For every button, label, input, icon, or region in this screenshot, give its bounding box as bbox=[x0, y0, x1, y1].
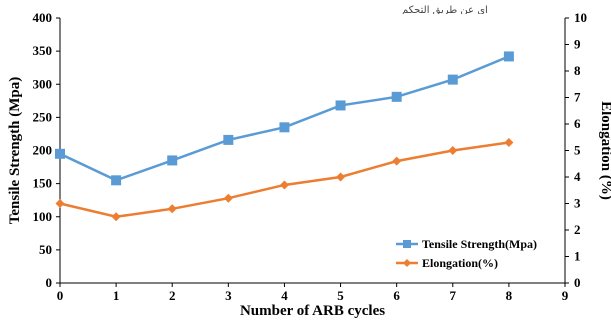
y-left-tick-label: 300 bbox=[33, 76, 53, 91]
data-point-diamond bbox=[336, 172, 346, 182]
data-point-square bbox=[223, 134, 234, 145]
legend: Tensile Strength(Mpa) Elongation(%) bbox=[396, 237, 537, 270]
data-point-square bbox=[503, 51, 514, 62]
series-line bbox=[59, 141, 510, 219]
x-tick-label: 7 bbox=[450, 288, 457, 303]
corner-text: اي عن طريق التحكم bbox=[402, 5, 488, 14]
x-tick-label: 5 bbox=[337, 288, 344, 303]
data-point-diamond bbox=[167, 204, 177, 214]
y-axis-left-title: Tensile Strength (Mpa) bbox=[7, 77, 23, 225]
data-point-square bbox=[335, 100, 346, 111]
data-point-square bbox=[391, 91, 402, 102]
x-tick-label: 0 bbox=[57, 288, 64, 303]
y-right-tick-label: 4 bbox=[574, 169, 581, 184]
y-left-tick-label: 200 bbox=[33, 143, 53, 158]
y-left-tick-label: 100 bbox=[33, 209, 53, 224]
data-point-square bbox=[279, 122, 290, 133]
y-right-tick-label: 5 bbox=[574, 143, 581, 158]
legend-swatch-diamond bbox=[403, 259, 411, 267]
y-axis-right-title: Elongation (%) bbox=[598, 101, 611, 200]
x-tick-label: 9 bbox=[562, 288, 569, 303]
x-tick-label: 1 bbox=[113, 288, 120, 303]
data-point-diamond bbox=[279, 180, 289, 190]
y-left-tick-label: 350 bbox=[33, 43, 53, 58]
data-point-diamond bbox=[111, 212, 121, 222]
data-point-square bbox=[447, 74, 458, 85]
data-point-square bbox=[167, 155, 178, 166]
series-tensile-strength bbox=[55, 51, 514, 186]
y-right-tick-label: 0 bbox=[574, 275, 581, 290]
corner-text-container: اي عن طريق التحكم bbox=[402, 0, 602, 14]
data-point-diamond bbox=[392, 156, 402, 166]
y-right-tick-label: 7 bbox=[574, 90, 581, 105]
x-tick-label: 6 bbox=[393, 288, 400, 303]
x-tick-label: 8 bbox=[506, 288, 513, 303]
data-point-diamond bbox=[504, 138, 514, 148]
y-right-tick-label: 9 bbox=[574, 37, 581, 52]
y-left-tick-label: 150 bbox=[33, 176, 53, 191]
series-line bbox=[59, 55, 510, 182]
x-tick-label: 3 bbox=[225, 288, 232, 303]
y-right-tick-label: 8 bbox=[574, 63, 581, 78]
y-right-tick-label: 3 bbox=[574, 196, 581, 211]
x-axis-title: Number of ARB cycles bbox=[240, 303, 385, 319]
y-left-tick-label: 400 bbox=[33, 10, 53, 25]
data-point-square bbox=[111, 175, 122, 186]
y-left-tick-label: 50 bbox=[39, 242, 52, 257]
y-right-tick-label: 10 bbox=[574, 10, 587, 25]
series-elongation bbox=[55, 138, 514, 222]
data-point-diamond bbox=[223, 193, 233, 203]
data-point-diamond bbox=[55, 199, 65, 208]
y-right-tick-label: 2 bbox=[574, 222, 581, 237]
x-tick-label: 4 bbox=[281, 288, 288, 303]
y-right-tick-label: 6 bbox=[574, 116, 581, 131]
legend-label: Elongation(%) bbox=[422, 256, 498, 270]
data-point-diamond bbox=[448, 146, 458, 155]
y-left-tick-label: 0 bbox=[46, 275, 53, 290]
x-tick-label: 2 bbox=[169, 288, 176, 303]
series-layer bbox=[55, 51, 514, 222]
legend-swatch-square bbox=[403, 240, 411, 248]
y-right-tick-label: 1 bbox=[574, 249, 581, 264]
y-left-tick-label: 250 bbox=[33, 109, 53, 124]
data-point-square bbox=[55, 148, 65, 159]
legend-label: Tensile Strength(Mpa) bbox=[422, 237, 537, 251]
